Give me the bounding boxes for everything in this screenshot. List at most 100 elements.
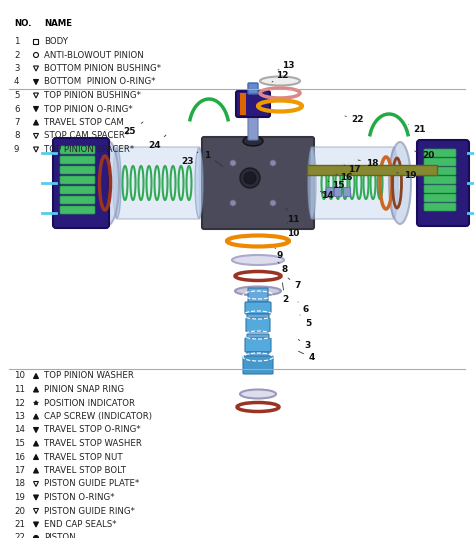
Text: 2: 2 (282, 283, 288, 305)
FancyBboxPatch shape (247, 352, 269, 364)
Text: 22: 22 (14, 534, 25, 538)
Ellipse shape (240, 390, 276, 399)
Text: 5: 5 (300, 315, 311, 328)
Text: END CAP SEALS*: END CAP SEALS* (44, 520, 117, 529)
Text: NO.: NO. (14, 19, 31, 29)
Polygon shape (34, 495, 38, 500)
Ellipse shape (232, 255, 284, 265)
Text: BOTTOM  PINION O-RING*: BOTTOM PINION O-RING* (44, 77, 155, 87)
Ellipse shape (390, 148, 398, 218)
Text: 5: 5 (14, 91, 19, 100)
Text: 16: 16 (336, 173, 352, 182)
Text: PISTON GUIDE PLATE*: PISTON GUIDE PLATE* (44, 479, 139, 489)
FancyBboxPatch shape (344, 188, 350, 196)
FancyBboxPatch shape (424, 203, 456, 211)
Ellipse shape (97, 141, 119, 225)
Bar (34, 39, 38, 44)
FancyBboxPatch shape (247, 334, 269, 344)
Text: TRAVEL STOP WASHER: TRAVEL STOP WASHER (44, 439, 142, 448)
Text: 8: 8 (278, 262, 288, 274)
Circle shape (244, 172, 256, 184)
Text: BODY: BODY (44, 37, 68, 46)
Text: 21: 21 (14, 520, 25, 529)
FancyBboxPatch shape (424, 185, 456, 193)
Text: 15: 15 (14, 439, 25, 448)
FancyBboxPatch shape (248, 114, 258, 140)
Text: 1: 1 (204, 151, 223, 166)
Text: TOP PINION WASHER: TOP PINION WASHER (44, 372, 134, 380)
Text: TRAVEL STOP NUT: TRAVEL STOP NUT (44, 452, 123, 462)
Text: 4: 4 (299, 351, 315, 363)
Text: PINION SNAP RING: PINION SNAP RING (44, 385, 124, 394)
Ellipse shape (243, 136, 263, 146)
Text: POSITION INDICATOR: POSITION INDICATOR (44, 399, 135, 407)
Text: 24: 24 (149, 135, 166, 151)
Text: 14: 14 (320, 190, 333, 200)
Text: 8: 8 (14, 131, 19, 140)
Text: 9: 9 (275, 248, 283, 260)
Text: 18: 18 (358, 159, 378, 167)
Text: 22: 22 (345, 116, 364, 124)
Text: 20: 20 (14, 506, 25, 515)
FancyBboxPatch shape (307, 165, 437, 175)
Text: 3: 3 (14, 64, 19, 73)
Text: 7: 7 (288, 278, 301, 291)
FancyBboxPatch shape (424, 194, 456, 202)
Text: 6: 6 (14, 104, 19, 114)
FancyBboxPatch shape (202, 137, 314, 229)
FancyBboxPatch shape (247, 314, 269, 324)
FancyBboxPatch shape (417, 140, 469, 226)
Text: PISTON: PISTON (44, 534, 76, 538)
FancyBboxPatch shape (60, 156, 95, 164)
Text: 11: 11 (14, 385, 25, 394)
Text: PISTON O-RING*: PISTON O-RING* (44, 493, 115, 502)
Text: 17: 17 (344, 165, 360, 174)
Text: 20: 20 (415, 151, 434, 160)
Text: 15: 15 (328, 181, 344, 190)
FancyBboxPatch shape (248, 288, 268, 302)
Polygon shape (34, 107, 38, 111)
FancyBboxPatch shape (60, 206, 95, 214)
Text: 18: 18 (14, 479, 25, 489)
Text: TRAVEL STOP BOLT: TRAVEL STOP BOLT (44, 466, 126, 475)
Text: 13: 13 (278, 61, 294, 70)
FancyBboxPatch shape (335, 188, 341, 196)
Polygon shape (34, 428, 38, 433)
FancyBboxPatch shape (243, 356, 273, 374)
Text: TOP PINION BUSHING*: TOP PINION BUSHING* (44, 91, 141, 100)
Text: 16: 16 (14, 452, 25, 462)
Circle shape (240, 168, 260, 188)
Text: ANTI-BLOWOUT PINION: ANTI-BLOWOUT PINION (44, 51, 144, 60)
Text: 10: 10 (287, 222, 299, 237)
FancyBboxPatch shape (424, 176, 456, 184)
Ellipse shape (235, 287, 281, 295)
FancyBboxPatch shape (60, 196, 95, 204)
Ellipse shape (195, 148, 203, 218)
FancyBboxPatch shape (246, 318, 270, 332)
Text: TRAVEL STOP CAM: TRAVEL STOP CAM (44, 118, 124, 127)
Text: 12: 12 (14, 399, 25, 407)
Polygon shape (34, 373, 38, 379)
Text: 13: 13 (14, 412, 25, 421)
Polygon shape (34, 387, 38, 392)
Text: STOP CAM SPACER*: STOP CAM SPACER* (44, 131, 129, 140)
FancyBboxPatch shape (424, 167, 456, 175)
Text: NAME: NAME (44, 19, 72, 29)
FancyBboxPatch shape (60, 186, 95, 194)
Text: 19: 19 (397, 172, 416, 181)
Polygon shape (34, 414, 38, 419)
Circle shape (270, 160, 276, 166)
Polygon shape (34, 400, 38, 405)
Text: 6: 6 (298, 302, 309, 315)
Text: 4: 4 (14, 77, 19, 87)
FancyBboxPatch shape (424, 149, 456, 157)
Text: 3: 3 (298, 339, 311, 350)
Polygon shape (34, 468, 38, 473)
FancyBboxPatch shape (245, 338, 271, 352)
Polygon shape (34, 120, 38, 125)
FancyBboxPatch shape (60, 146, 95, 154)
Text: BOTTOM PINION BUSHING*: BOTTOM PINION BUSHING* (44, 64, 161, 73)
Text: 11: 11 (286, 208, 299, 224)
FancyBboxPatch shape (245, 302, 271, 314)
Text: PISTON GUIDE RING*: PISTON GUIDE RING* (44, 506, 135, 515)
